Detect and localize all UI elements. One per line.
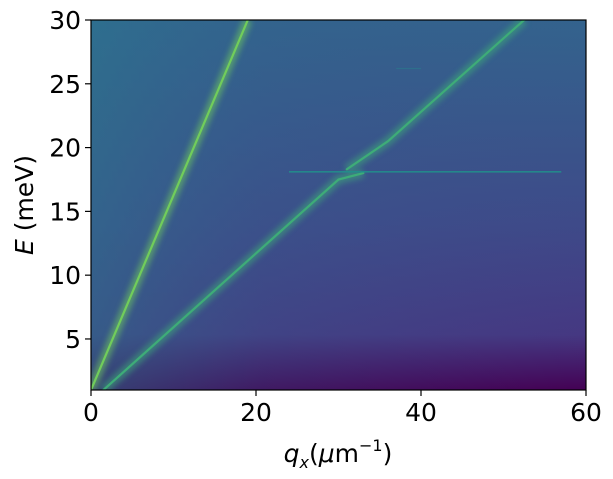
axes: 0 20 40 60 5 10 15 20 25 30 bbox=[49, 6, 602, 427]
y-axis-ticks: 5 10 15 20 25 30 bbox=[49, 6, 91, 354]
y-tick-label: 20 bbox=[49, 134, 81, 163]
x-tick-label: 20 bbox=[240, 398, 272, 427]
branch-line-2 bbox=[345, 20, 526, 171]
y-tick-label: 15 bbox=[49, 197, 81, 226]
y-tick-label: 10 bbox=[49, 261, 81, 290]
y-tick-label: 30 bbox=[49, 6, 81, 35]
y-tick-label: 5 bbox=[65, 325, 81, 354]
x-axis-ticks: 0 20 40 60 bbox=[83, 390, 602, 427]
branch-line-0 bbox=[91, 20, 249, 390]
y-axis-label: E (meV) bbox=[10, 155, 39, 255]
branch-line-1 bbox=[102, 172, 365, 390]
plot-area bbox=[91, 20, 586, 390]
x-tick-label: 40 bbox=[405, 398, 437, 427]
branch-layer bbox=[91, 20, 562, 390]
x-axis-label: qx(μm−1) bbox=[284, 436, 393, 472]
plot-frame bbox=[90, 19, 587, 391]
x-tick-label: 0 bbox=[83, 398, 99, 427]
x-tick-label: 60 bbox=[570, 398, 602, 427]
y-tick-label: 25 bbox=[49, 70, 81, 99]
